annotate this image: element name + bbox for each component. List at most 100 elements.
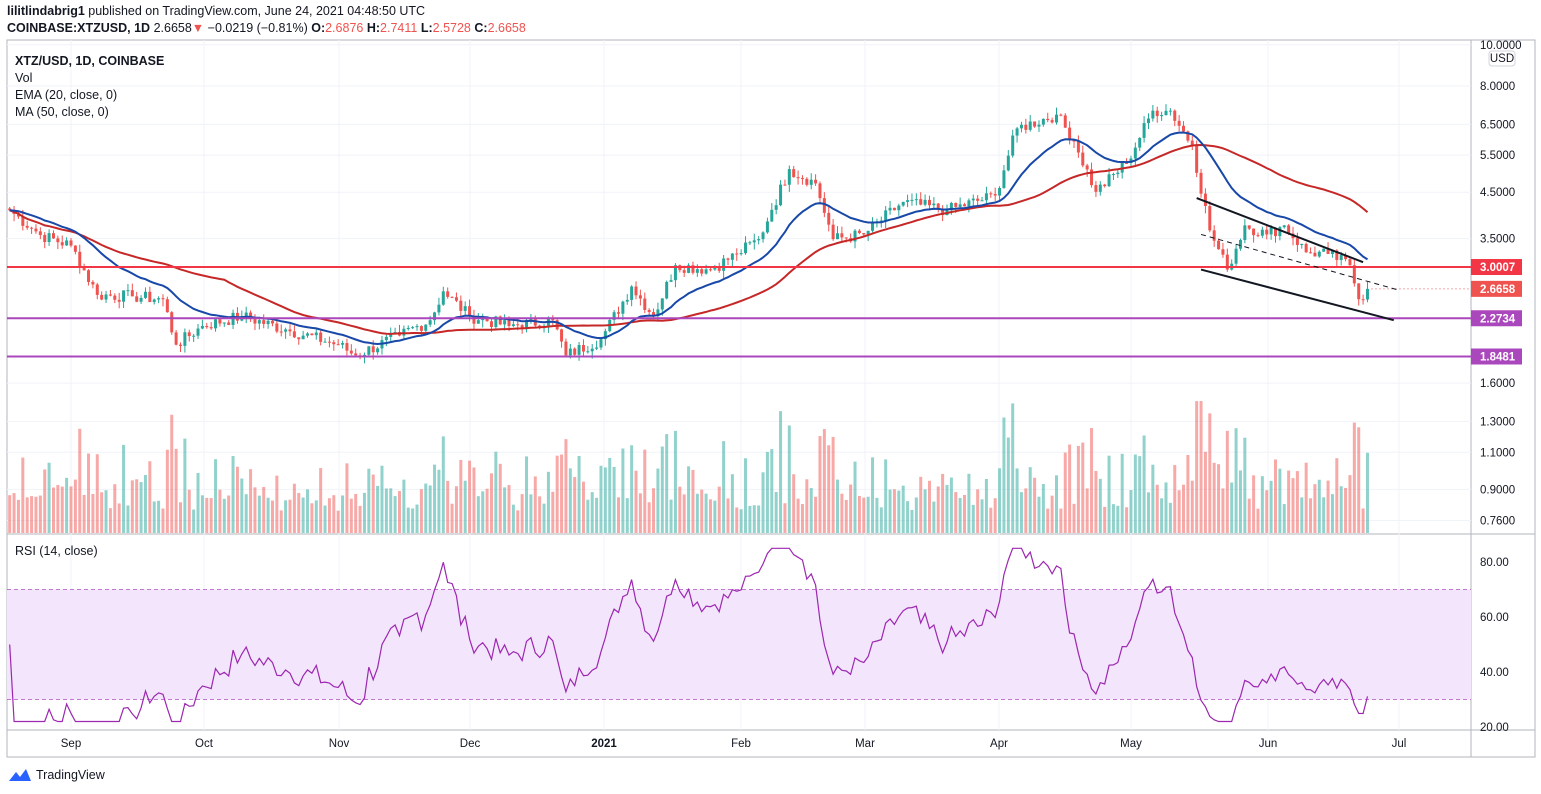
volume-bar: [757, 505, 761, 533]
rsi-tick-label: 20.00: [1480, 722, 1509, 734]
volume-bar: [1033, 477, 1037, 533]
legend-ma[interactable]: MA (50, close, 0): [15, 105, 109, 119]
candle-body: [117, 299, 121, 302]
candle-body: [998, 187, 1002, 196]
candle-body: [595, 347, 599, 349]
volume-bar: [713, 500, 717, 533]
candle-body: [244, 312, 248, 317]
candle-body: [1352, 265, 1356, 284]
volume-bar: [1116, 505, 1120, 533]
volume-bar: [196, 472, 200, 533]
volume-bar: [660, 446, 664, 533]
volume-bar: [695, 493, 699, 533]
volume-bar: [1129, 490, 1133, 533]
candle-body: [792, 169, 796, 178]
symbol: COINBASE:XTZUSD, 1D: [7, 21, 151, 35]
volume-bar: [774, 491, 778, 533]
volume-bar: [1326, 480, 1330, 533]
candle-body: [415, 326, 419, 328]
candle-body: [1050, 120, 1054, 123]
candle-body: [1098, 184, 1102, 192]
legend-ema[interactable]: EMA (20, close, 0): [15, 88, 118, 102]
volume-bar: [1217, 464, 1221, 533]
volume-bar: [91, 494, 95, 533]
volume-bar: [38, 495, 42, 533]
x-tick-label: Jul: [1392, 738, 1407, 750]
volume-bar: [1125, 507, 1129, 533]
volume-bar: [468, 460, 472, 533]
volume-bar: [1190, 480, 1194, 533]
volume-bar: [1168, 502, 1172, 533]
volume-bar: [923, 489, 927, 533]
candle-body: [1151, 110, 1155, 119]
volume-bar: [165, 449, 169, 533]
candle-body: [857, 230, 861, 234]
candle-body: [1142, 123, 1146, 138]
legend-rsi[interactable]: RSI (14, close): [15, 544, 98, 558]
candle-body: [752, 240, 756, 243]
candle-body: [411, 327, 415, 329]
tradingview-logo[interactable]: TradingView: [8, 767, 105, 783]
volume-bar: [560, 454, 564, 533]
candle-body: [437, 304, 441, 313]
candle-body: [713, 268, 717, 270]
legend-vol[interactable]: Vol: [15, 71, 33, 85]
candle-body: [744, 242, 748, 254]
volume-bar: [879, 507, 883, 533]
candle-body: [1019, 124, 1023, 129]
tradingview-logo-icon: [9, 769, 31, 781]
candle-body: [1212, 230, 1216, 241]
candle-body: [735, 253, 739, 255]
candle-body: [906, 200, 910, 202]
candle-body: [774, 205, 778, 210]
candle-body: [511, 324, 515, 327]
volume-bar: [192, 509, 196, 533]
volume-bar: [1155, 484, 1159, 533]
candle-body: [1357, 283, 1361, 300]
candle-body: [1339, 255, 1343, 261]
volume-bar: [761, 472, 765, 533]
volume-bar: [279, 510, 283, 533]
candle-body: [1033, 121, 1037, 127]
volume-bar: [1344, 487, 1348, 533]
volume-bar: [489, 473, 493, 533]
candle-body: [152, 299, 156, 303]
candle-body: [56, 238, 60, 243]
candle-body: [165, 299, 169, 313]
volume-bar: [424, 483, 428, 533]
candle-body: [476, 320, 480, 324]
volume-bar: [463, 480, 467, 533]
volume-bar: [507, 485, 511, 533]
volume-bar: [967, 473, 971, 533]
volume-bar: [525, 456, 529, 533]
level-tag: [1471, 310, 1522, 327]
candle-body: [993, 194, 997, 196]
volume-bar: [257, 495, 261, 533]
candle-body: [779, 184, 783, 206]
level-tag: [1471, 259, 1522, 276]
last-price: 2.6658: [153, 21, 192, 35]
candle-body: [1234, 248, 1238, 264]
volume-bar: [200, 495, 204, 533]
author[interactable]: lilitlindabrig1: [7, 4, 85, 18]
volume-bar: [472, 467, 476, 533]
candle-body: [1037, 124, 1041, 127]
candle-body: [923, 199, 927, 205]
candle-body: [805, 178, 809, 185]
volume-bar: [1317, 479, 1321, 533]
volume-bar: [503, 487, 507, 533]
candle-body: [310, 333, 314, 336]
volume-bar: [148, 461, 152, 533]
volume-bar: [1041, 484, 1045, 533]
volume-bar: [796, 498, 800, 533]
candle-body: [879, 220, 883, 222]
down-arrow-icon: ▼: [191, 21, 205, 35]
volume-bar: [161, 508, 165, 533]
candle-body: [1348, 259, 1352, 266]
candle-body: [1278, 227, 1282, 237]
volume-bar: [1203, 451, 1207, 533]
candle-body: [722, 258, 726, 271]
candle-body: [1059, 114, 1063, 116]
candle-body: [1164, 110, 1168, 116]
